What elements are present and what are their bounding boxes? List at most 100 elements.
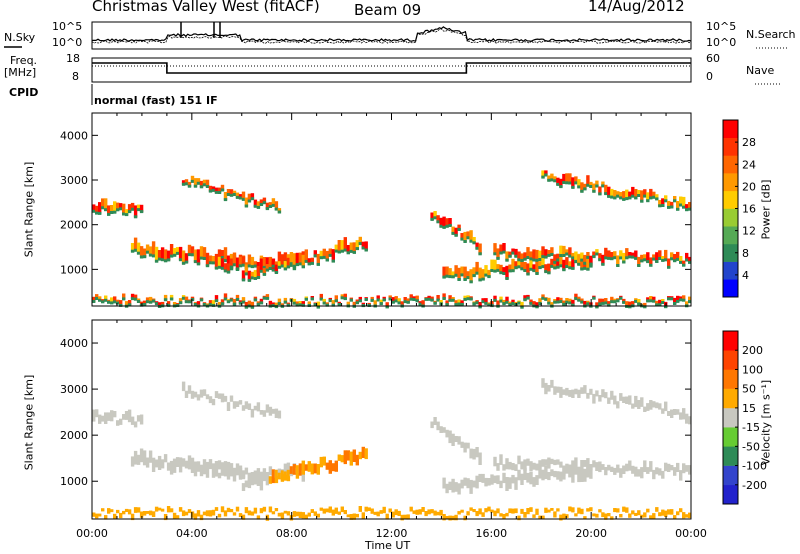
velocity-heatmap-cell — [346, 450, 350, 461]
power-heatmap-cell — [358, 236, 362, 245]
velocity-heatmap-cell — [535, 463, 539, 471]
power-heatmap-cell-edge — [565, 181, 569, 185]
power-heatmap-cell-edge — [101, 300, 105, 304]
power-heatmap-cell-edge — [658, 257, 662, 260]
velocity-heatmap-cell — [550, 508, 554, 511]
power-heatmap-cell — [268, 300, 273, 307]
velocity-heatmap-cell — [232, 470, 237, 477]
power-heatmap-cell-edge — [598, 302, 602, 306]
power-heatmap-cell-edge — [652, 299, 656, 303]
power-heatmap-cell — [139, 204, 144, 213]
power-heatmap-cell — [541, 294, 545, 299]
power-heatmap-cell — [544, 170, 548, 176]
power-heatmap-cell — [388, 295, 392, 300]
power-heatmap-cell-edge — [427, 297, 431, 301]
power-heatmap-cell-edge — [379, 302, 383, 306]
power-heatmap-cell — [235, 192, 240, 198]
velocity-heatmap-cell — [355, 454, 359, 466]
power-heatmap-cell-edge — [250, 276, 255, 280]
velocity-heatmap-cell — [397, 510, 401, 516]
power-heatmap-cell — [110, 205, 114, 213]
velocity-heatmap-cell — [484, 508, 488, 513]
velocity-heatmap-cell — [310, 463, 314, 475]
power-heatmap-cell — [235, 257, 240, 270]
power-heatmap-cell — [577, 179, 581, 188]
power-heatmap-cell — [166, 250, 171, 261]
power-heatmap-cell-edge — [568, 254, 572, 258]
velocity-heatmap-cell — [133, 507, 138, 513]
power-heatmap-cell-edge — [583, 187, 587, 191]
power-heatmap-cell — [601, 254, 605, 265]
velocity-heatmap-cell — [352, 513, 356, 520]
velocity-heatmap-cell — [163, 514, 168, 521]
power-heatmap-cell-edge — [517, 265, 521, 269]
velocity-heatmap-cell — [526, 458, 530, 466]
power-heatmap-cell-edge — [589, 264, 593, 268]
velocity-heatmap-cell — [685, 465, 689, 472]
power-heatmap-cell — [325, 250, 329, 261]
power-heatmap-cell — [334, 295, 338, 302]
power-heatmap-cell-edge — [292, 267, 297, 271]
velocity-heatmap-cell — [190, 457, 195, 473]
power-heatmap-cell-edge — [286, 303, 291, 307]
power-heatmap-cell-edge — [481, 277, 485, 281]
power-heatmap-cell — [223, 263, 228, 272]
power-heatmap-cell — [478, 267, 482, 281]
power-heatmap-cell-edge — [448, 275, 452, 279]
power-heatmap-cell-edge — [457, 228, 461, 231]
freq-left-tick-low: 8 — [72, 70, 79, 83]
velocity-heatmap-cell — [169, 460, 174, 475]
velocity-heatmap-cell — [196, 461, 201, 472]
velocity-heatmap-cell — [544, 382, 548, 395]
velocity-heatmap-cell — [442, 427, 446, 433]
power-heatmap-cell — [499, 296, 503, 302]
power-heatmap-cell — [631, 186, 635, 197]
power-heatmap-cell — [214, 187, 219, 193]
power-heatmap-cell — [556, 297, 560, 303]
velocity-heatmap-cell — [157, 507, 162, 511]
power-heatmap-cell — [286, 254, 291, 261]
power-heatmap-cell — [643, 189, 647, 197]
velocity-heatmap-cell — [559, 386, 563, 398]
velocity-heatmap-cell — [508, 508, 512, 514]
power-heatmap-cell-edge — [136, 300, 141, 303]
velocity-heatmap-cell — [685, 413, 689, 424]
velocity-heatmap-cell — [610, 466, 614, 472]
power-heatmap-cell — [337, 240, 341, 253]
velocity-heatmap-cell — [322, 508, 326, 514]
power-heatmap-cell — [553, 254, 557, 263]
power-heatmap-cell-edge — [517, 258, 521, 262]
power-heatmap-cell-edge — [220, 188, 225, 192]
velocity-heatmap-cell — [688, 416, 692, 425]
velocity-heatmap-cell — [388, 508, 392, 513]
power-heatmap-cell — [262, 268, 267, 275]
power-heatmap-cell — [580, 252, 584, 261]
power-heatmap-cell-edge — [268, 205, 273, 208]
velocity-heatmap-cell — [475, 447, 479, 458]
velocity-heatmap-cell — [664, 462, 668, 472]
power-heatmap-cell — [394, 296, 398, 302]
power-heatmap-cell — [226, 189, 231, 195]
power-heatmap-cell-edge — [247, 278, 252, 282]
power-heatmap-cell — [538, 298, 542, 304]
power-heatmap-cell — [232, 255, 237, 266]
power-heatmap-cell-edge — [250, 197, 255, 201]
velocity-heatmap-cell — [562, 513, 566, 520]
power-heatmap-cell — [181, 250, 186, 264]
power-heatmap-cell — [373, 300, 377, 307]
velocity-heatmap-cell — [181, 458, 186, 467]
velocity-heatmap-cell — [505, 477, 509, 491]
power-heatmap-cell-edge — [316, 262, 320, 266]
power-heatmap-cell-edge — [523, 257, 527, 261]
power-heatmap-cell — [119, 203, 123, 210]
power-heatmap-cell-edge — [415, 299, 419, 303]
power-heatmap-cell-edge — [538, 266, 542, 270]
power-heatmap-cell — [571, 177, 575, 188]
velocity-heatmap-ytick-label: 1000 — [60, 475, 88, 488]
velocity-heatmap-cell — [640, 514, 644, 518]
velocity-heatmap-cell — [193, 513, 198, 520]
x-tick-label: 12:00 — [376, 527, 408, 540]
velocity-heatmap-cell — [577, 507, 581, 514]
power-heatmap-cell-edge — [119, 207, 123, 211]
power-heatmap-cell-edge — [484, 301, 488, 305]
